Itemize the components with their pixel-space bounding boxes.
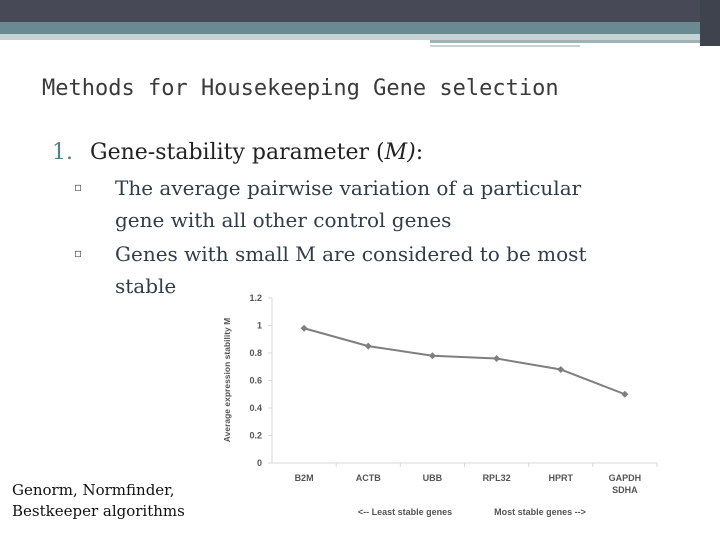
sub-point-2: Genes with small M are considered to be …: [115, 238, 675, 302]
data-point-hprt: [557, 366, 565, 373]
y-axis-label: Average expression stability M: [222, 318, 232, 442]
sub-point-line: stable: [115, 274, 177, 298]
series-line: [303, 327, 626, 396]
x-axis-label-left: <-- Least stable genes: [358, 507, 452, 517]
y-tick-label: 0.2: [249, 431, 262, 441]
y-tick-label: 0.6: [249, 376, 262, 386]
y-tick-label: 1: [257, 321, 262, 331]
y-tick-label: 0.4: [249, 403, 262, 413]
sub-point-line: gene with all other control genes: [115, 208, 452, 232]
x-tick-label: UBB: [423, 473, 443, 483]
x-tick-label: B2M: [295, 473, 314, 483]
point-text-colon: :: [415, 140, 424, 165]
numbered-point: 1. Gene-stability parameter (M):: [52, 140, 423, 165]
y-tick-label: 1.2: [249, 293, 262, 303]
footnote-line: Bestkeeper algorithms: [12, 502, 185, 520]
x-axis-label-right: Most stable genes -->: [494, 507, 586, 517]
point-number: 1.: [52, 140, 73, 165]
sub-bullet-icon: ▫: [74, 246, 83, 260]
data-point-b2m: [300, 324, 308, 332]
sub-point-line: Genes with small M are considered to be …: [115, 242, 587, 266]
point-text: Gene-stability parameter (: [90, 140, 385, 165]
sub-bullet-icon: ▫: [74, 180, 83, 194]
y-tick-label: 0: [257, 458, 262, 468]
data-point-ubb: [428, 352, 436, 360]
header-band-dark: [0, 0, 700, 22]
sub-point-line: The average pairwise variation of a part…: [115, 176, 582, 200]
header-band-pale: [0, 34, 700, 40]
header-band-corner: [700, 0, 720, 46]
point-text-italic: M): [384, 140, 416, 165]
footnote-line: Genorm, Normfinder,: [12, 481, 175, 499]
data-point-rpl32: [493, 355, 501, 362]
header-band-teal: [0, 22, 700, 34]
x-tick-label: GAPDH SDHA: [609, 473, 642, 495]
x-tick-label: HPRT: [549, 473, 574, 483]
footnote: Genorm, Normfinder, Bestkeeper algorithm…: [12, 480, 185, 522]
stability-chart: Average expression stability M 0 0.2 0.4 0.…: [222, 293, 658, 517]
data-point-actb: [364, 342, 372, 350]
sub-point-1: The average pairwise variation of a part…: [115, 172, 675, 236]
header-accent-line-short: [430, 45, 580, 47]
data-point-gapdh-sdha: [621, 390, 629, 398]
slide-title: Methods for Housekeeping Gene selection: [42, 76, 559, 101]
header-accent-line: [430, 40, 700, 43]
x-tick-label: ACTB: [356, 473, 381, 483]
y-tick-label: 0.8: [249, 348, 262, 358]
x-tick-label: RPL32: [483, 473, 511, 483]
